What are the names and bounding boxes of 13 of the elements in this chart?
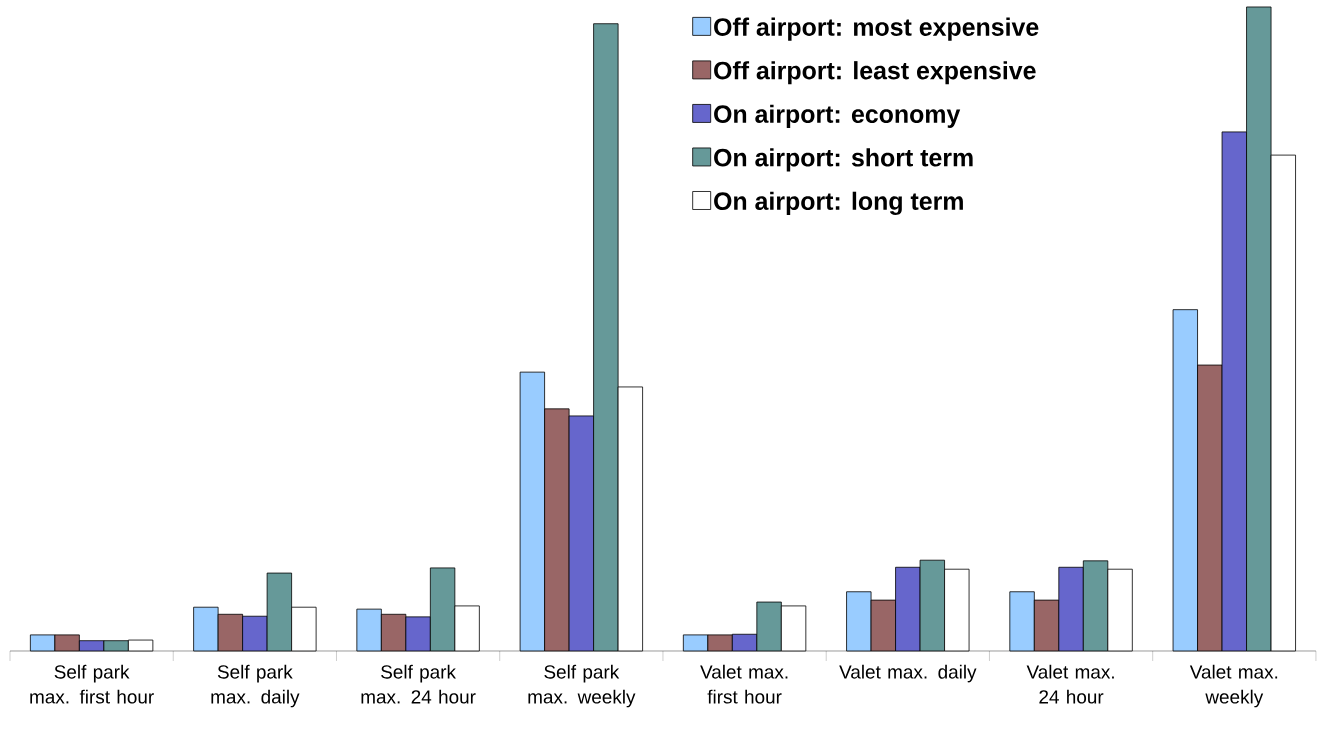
legend-label: On airport: long term [714,191,963,216]
x-tick-label: Valet max. 24 hour [1026,664,1114,704]
x-tick-label: Valet max. daily [839,664,977,683]
x-tick-label: Self park max. first hour [30,664,154,704]
legend-label: Off airport: most expensive [714,17,1039,41]
x-tick-label: Valet max. weekly [1189,664,1278,708]
x-tick-label: Valet max. first hour [700,664,788,704]
legend-label: On airport: short term [714,148,973,172]
x-tick-label: Self park max. daily [211,664,300,708]
x-tick-label: Self park max. weekly [528,664,636,708]
x-tick-label: Self park max. 24 hour [361,664,476,704]
legend-label: On airport: economy [714,104,961,128]
legend-label: Off airport: least expensive [714,61,1036,85]
